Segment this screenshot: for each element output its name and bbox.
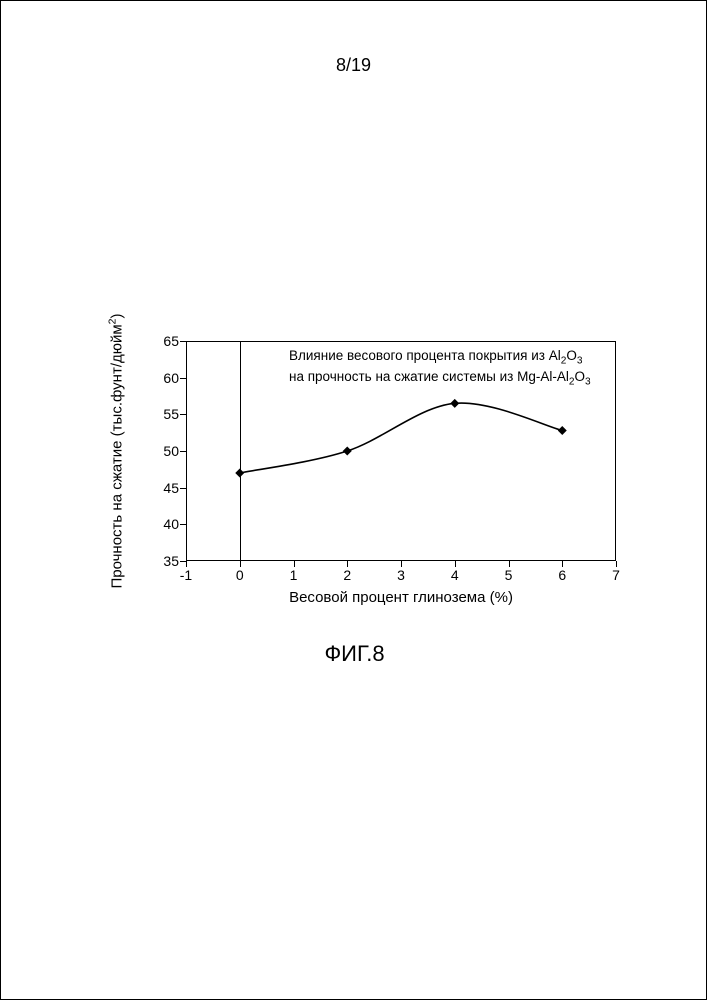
x-tick-label: -1 (180, 567, 192, 583)
data-marker (343, 447, 352, 456)
chart: Прочность на сжатие (тыс.фунт/дюйм2) Вли… (121, 331, 616, 611)
page-frame: 8/19 Прочность на сжатие (тыс.фунт/дюйм2… (0, 0, 707, 1000)
inset-text: на прочность на сжатие системы из Mg-Al-… (289, 369, 569, 384)
figure-caption: ФИГ.8 (1, 641, 707, 667)
data-marker (235, 469, 244, 478)
y-axis-title-super: 2 (107, 318, 119, 324)
y-tick (180, 524, 186, 525)
y-tick (180, 561, 186, 562)
inset-sub: 3 (585, 377, 591, 388)
x-tick-label: 6 (558, 567, 566, 583)
inset-line-2: на прочность на сжатие системы из Mg-Al-… (289, 368, 614, 389)
y-axis-title: Прочность на сжатие (тыс.фунт/дюйм2) (107, 313, 126, 588)
y-tick (180, 378, 186, 379)
inset-text: O (566, 348, 577, 363)
y-tick-label: 45 (163, 480, 179, 496)
chart-inset-title: Влияние весового процента покрытия из Al… (289, 347, 614, 390)
x-tick-label: 7 (612, 567, 620, 583)
y-axis-title-text: Прочность на сжатие (тыс.фунт/дюйм (109, 324, 126, 588)
x-axis-title: Весовой процент глинозема (%) (121, 589, 681, 606)
inset-text: O (574, 369, 585, 384)
y-tick (180, 341, 186, 342)
x-tick-label: 2 (343, 567, 351, 583)
x-tick-label: 3 (397, 567, 405, 583)
series-line (240, 403, 563, 473)
y-tick-label: 60 (163, 370, 179, 386)
page-number: 8/19 (1, 55, 706, 76)
y-tick (180, 488, 186, 489)
data-marker (558, 426, 567, 435)
y-tick-label: 50 (163, 443, 179, 459)
y-tick-label: 55 (163, 406, 179, 422)
x-tick-label: 1 (290, 567, 298, 583)
data-marker (450, 399, 459, 408)
y-tick (180, 414, 186, 415)
inset-sub: 3 (577, 356, 583, 367)
y-tick-label: 35 (163, 553, 179, 569)
x-tick-label: 4 (451, 567, 459, 583)
inset-line-1: Влияние весового процента покрытия из Al… (289, 347, 614, 368)
y-tick (180, 451, 186, 452)
y-tick-label: 40 (163, 516, 179, 532)
y-axis-title-tail: ) (109, 313, 126, 318)
x-tick-label: 0 (236, 567, 244, 583)
inset-text: Влияние весового процента покрытия из Al (289, 348, 561, 363)
y-tick-label: 65 (163, 333, 179, 349)
x-tick-label: 5 (505, 567, 513, 583)
